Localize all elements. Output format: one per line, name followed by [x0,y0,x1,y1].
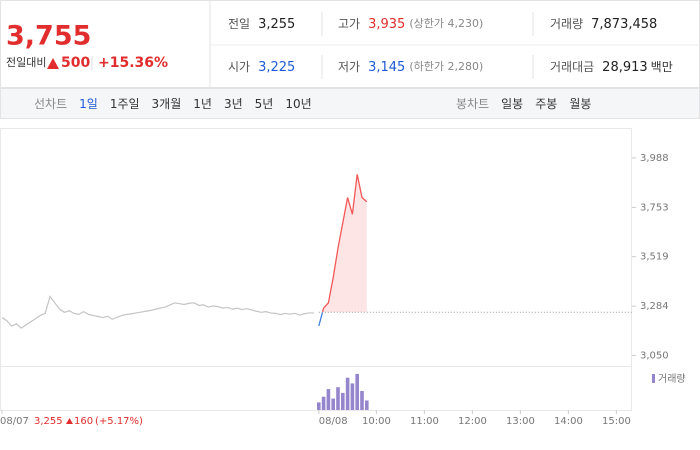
volume-bar [336,387,340,410]
prev-close: 3,255 [34,416,63,427]
price-line [1,295,314,329]
tab[interactable]: 월봉 [569,97,591,111]
legend-label: 거래량 [658,373,686,385]
volume-bar [317,402,321,410]
volume-bar [350,383,355,410]
x-tick-label: 15:00 [602,416,631,427]
chart-frame [0,128,632,411]
y-tick-label: 3,284 [640,301,669,312]
tab-label: 봉차트 [456,97,489,111]
stat-value: 3,225 [258,60,295,75]
volume-bar [326,389,331,410]
stat-note: (하한가 2,280) [409,59,483,73]
x-tick-label: 08/07 [0,416,29,427]
up-icon [66,418,73,424]
prev-rate: (+5.17%) [95,416,143,427]
stat: 고가 3,935 (상한가 4,230) [338,17,483,32]
tab[interactable]: 3개월 [152,97,182,111]
change-label: 전일대비 [6,55,46,69]
stat-value: 28,913 [602,60,648,75]
stat: 전일 3,255 [228,17,295,32]
tab[interactable]: 5년 [255,97,274,111]
stat: 저가 3,145 (하한가 2,280) [338,59,483,75]
x-tick-label: 10:00 [362,416,391,427]
volume-bar [331,398,335,410]
tab[interactable]: 3년 [224,97,243,111]
stat-label: 거래량 [550,17,583,31]
legend-swatch [652,374,655,383]
y-tick-label: 3,753 [640,202,669,213]
stat-value: 7,873,458 [591,17,657,32]
volume-bar [341,392,345,410]
y-tick-label: 3,988 [640,153,669,164]
rate: +15.36% [98,55,168,71]
stat-label: 고가 [338,17,360,31]
volume-bar [360,391,364,410]
x-tick-label: 13:00 [506,416,535,427]
stat-label: 거래대금 [550,60,594,74]
tab-group: 선차트 1일 1주일 3개월 1년 3년 5년 10년 [34,97,312,111]
stat-value: 3,935 [368,17,405,32]
x-tick-label: 08/08 [319,416,348,427]
stat-value: 3,255 [258,17,295,32]
price: 3,755 [6,21,91,52]
tab[interactable]: 1주일 [110,97,140,111]
stat-value: 3,145 [368,60,405,75]
stat-label: 전일 [228,17,250,31]
tab[interactable]: 10년 [285,97,311,111]
tab[interactable]: 1년 [193,97,212,111]
change: 500 [61,55,90,71]
y-tick-label: 3,519 [640,252,669,263]
x-tick-label: 11:00 [410,416,439,427]
stat: 거래대금 28,913 백만 [550,60,673,75]
summary-box [0,0,700,88]
x-tick-label: 14:00 [554,416,583,427]
y-tick-label: 3,050 [640,350,669,361]
tab[interactable]: 일봉 [501,97,523,111]
stat-label: 시가 [228,60,250,74]
stat-note: (상한가 4,230) [409,17,483,30]
stat-unit: 백만 [651,60,673,74]
volume-bar [345,377,350,410]
tab[interactable]: 1일 [79,97,98,111]
prev-change: 160 [74,416,93,427]
stat-label: 저가 [338,60,360,74]
tab[interactable]: 주봉 [535,97,557,111]
tab-bar [0,88,700,119]
volume-bar [321,396,326,410]
volume-bar [355,373,359,410]
stat: 거래량 7,873,458 [550,17,657,32]
area [318,174,367,313]
tab-label: 선차트 [34,97,67,111]
stat: 시가 3,225 [228,60,295,75]
tab-group: 봉차트 일봉 주봉 월봉 [456,97,591,111]
price-line [321,174,368,313]
volume-bar [365,400,369,410]
up-icon [47,58,59,69]
x-tick-label: 12:00 [458,416,487,427]
